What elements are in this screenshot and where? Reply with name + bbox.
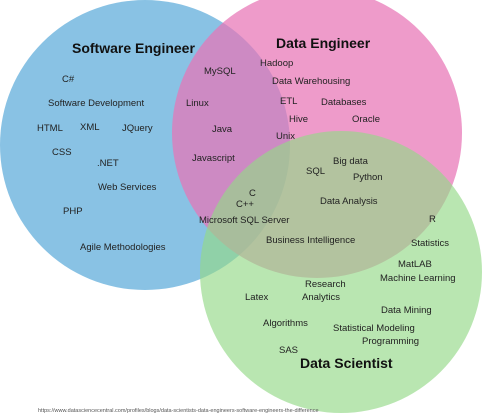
skill-label: PHP [63, 206, 83, 217]
skill-label: HTML [37, 123, 63, 134]
skill-label: C# [62, 74, 75, 85]
skill-label: Software Development [48, 98, 145, 109]
skill-label: CSS [52, 147, 72, 158]
software-engineer-title: Software Engineer [72, 40, 195, 56]
skill-label: Algorithms [263, 318, 308, 329]
skill-label: Research [305, 279, 346, 290]
skill-label: Javascript [192, 153, 235, 164]
skill-label: Big data [333, 156, 368, 167]
skill-label: Business Intelligence [266, 235, 356, 246]
skill-label: Linux [186, 98, 209, 109]
skill-label: Data Analysis [320, 196, 378, 207]
skill-label: Latex [245, 292, 269, 303]
skill-label: MySQL [204, 66, 236, 77]
skill-label: Python [353, 172, 383, 183]
skill-label: Analytics [302, 292, 341, 303]
skill-label: .NET [97, 158, 119, 169]
skill-label: Data Mining [381, 305, 432, 316]
skill-label: JQuery [122, 123, 153, 134]
skill-label: Hive [289, 114, 309, 125]
data-engineer-title: Data Engineer [276, 35, 371, 51]
skill-label: C [249, 188, 256, 199]
skill-label: XML [80, 122, 100, 133]
skill-label: SAS [279, 345, 299, 356]
skill-label: Statistics [411, 238, 450, 249]
skill-label: Machine Learning [380, 273, 456, 284]
skill-label: SQL [306, 166, 326, 177]
data-scientist-circle [200, 131, 482, 413]
skill-label: Programming [362, 336, 420, 347]
skill-label: Statistical Modeling [333, 323, 415, 334]
skill-label: Web Services [98, 182, 157, 193]
skill-label: C++ [236, 199, 254, 210]
skill-label: Microsoft SQL Server [199, 215, 290, 226]
data-scientist-title: Data Scientist [300, 355, 393, 371]
skill-label: Databases [321, 97, 367, 108]
skill-label: Data Warehousing [272, 76, 351, 87]
skill-label: Agile Methodologies [80, 242, 166, 253]
skill-label: MatLAB [398, 259, 432, 270]
skill-label: Java [212, 124, 233, 135]
skill-label: Unix [276, 131, 296, 142]
source-caption: https://www.datasciencecentral.com/profi… [38, 408, 319, 414]
skill-label: Oracle [352, 114, 380, 125]
skill-label: Hadoop [260, 58, 294, 69]
skill-label: R [429, 214, 436, 225]
skill-label: ETL [280, 96, 298, 107]
